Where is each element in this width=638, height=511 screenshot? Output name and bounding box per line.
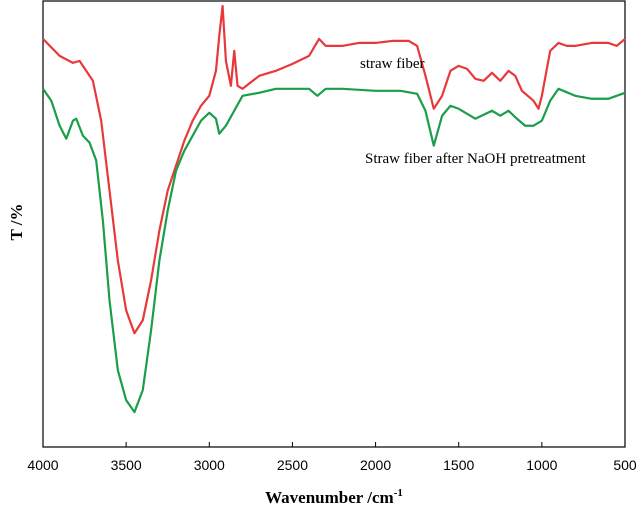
series-line — [42, 4, 626, 335]
x-tick-label: 500 — [613, 457, 637, 473]
x-tick-label: 3000 — [194, 457, 225, 473]
x-axis-label: Wavenumber /cm-1 — [265, 487, 403, 507]
x-tick-label: 3500 — [111, 457, 142, 473]
x-tick-label: 2500 — [277, 457, 308, 473]
x-tick-label: 1000 — [526, 457, 557, 473]
x-tick-label: 1500 — [443, 457, 474, 473]
series-line — [42, 87, 626, 414]
plot-frame — [42, 0, 626, 448]
y-axis-label: T /% — [7, 203, 26, 240]
x-tick-label: 4000 — [27, 457, 58, 473]
x-tick-label: 2000 — [360, 457, 391, 473]
x-axis-label-text: Wavenumber /cm — [265, 488, 394, 507]
x-axis-label-sup: -1 — [394, 487, 403, 499]
series-label: straw fiber — [360, 56, 425, 72]
series-label: Straw fiber after NaOH pretreatment — [365, 151, 587, 167]
